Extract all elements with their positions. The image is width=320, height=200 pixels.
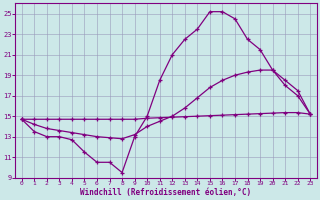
X-axis label: Windchill (Refroidissement éolien,°C): Windchill (Refroidissement éolien,°C): [80, 188, 252, 197]
